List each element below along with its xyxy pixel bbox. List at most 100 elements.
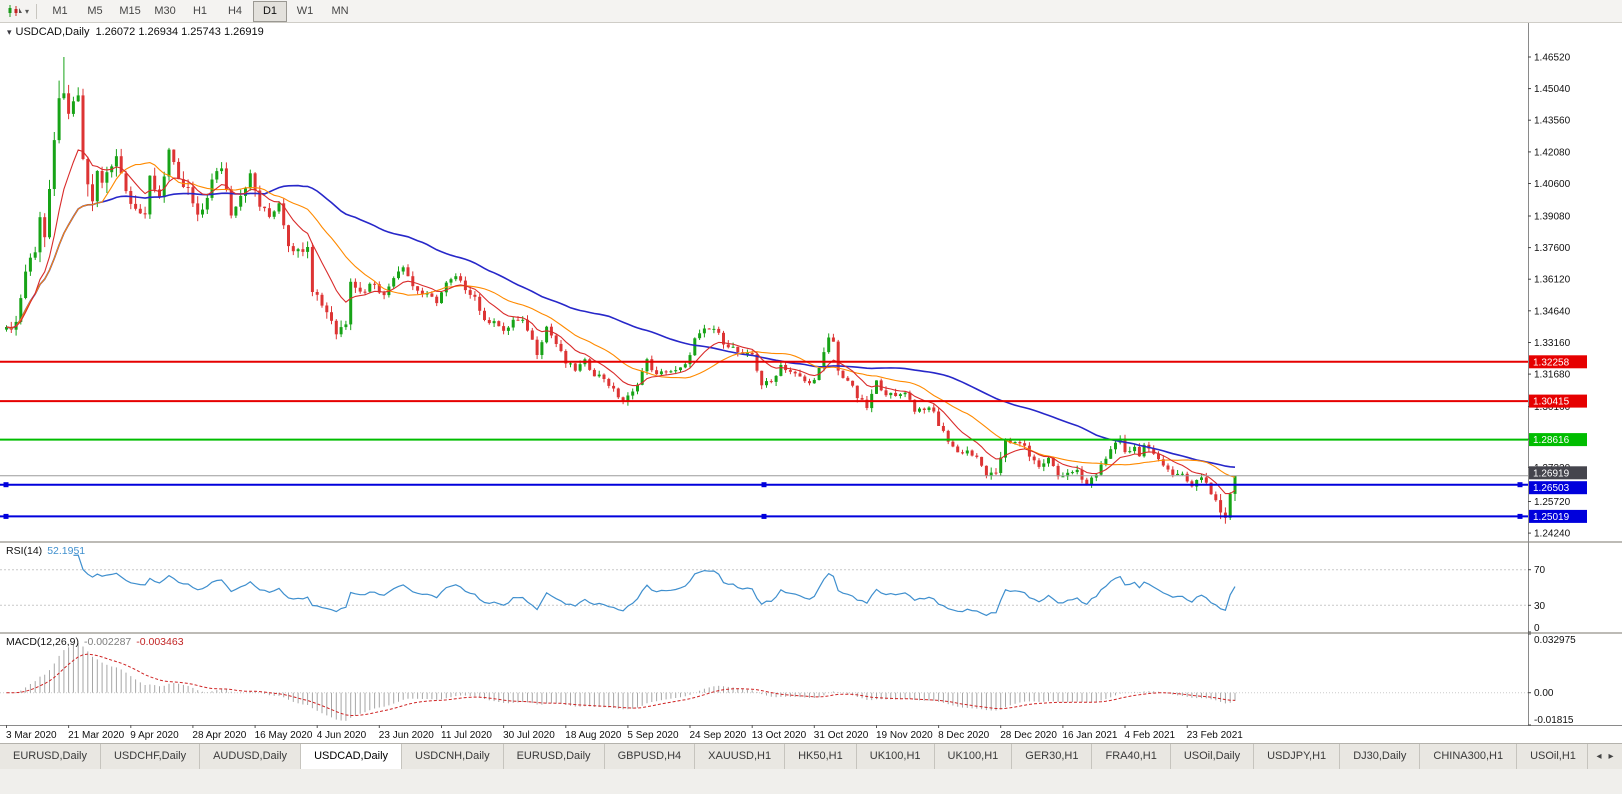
chart-canvas[interactable]: 1.46520 1.45040 1.43560 1.42080 1.40600 1.390… bbox=[0, 23, 1622, 743]
chart-tab-eurusd-daily[interactable]: EURUSD,Daily bbox=[0, 744, 101, 769]
chart-tab-dj30-daily[interactable]: DJ30,Daily bbox=[1340, 744, 1421, 769]
rsi-indicator-label: RSI(14) 52.1951 bbox=[6, 545, 85, 557]
candlestick-series bbox=[5, 57, 1237, 524]
chart-tab-usdjpy-h1[interactable]: USDJPY,H1 bbox=[1254, 744, 1341, 769]
timeframe-button-h4[interactable]: H4 bbox=[227, 4, 243, 17]
date-axis-label: 23 Jun 2020 bbox=[379, 730, 434, 741]
price-level-tag bbox=[1529, 355, 1587, 369]
date-axis-label: 4 Jun 2020 bbox=[317, 730, 367, 741]
date-axis-label: 5 Sep 2020 bbox=[627, 730, 679, 741]
tabs-scroll-left-button[interactable]: ◂ bbox=[1596, 751, 1602, 762]
line-drag-handle[interactable] bbox=[3, 482, 9, 488]
line-drag-handle[interactable] bbox=[3, 513, 9, 519]
price-axis-label: 1.40600 bbox=[1534, 179, 1571, 190]
line-drag-handle[interactable] bbox=[1517, 513, 1523, 519]
chart-tab-fra40-h1[interactable]: FRA40,H1 bbox=[1092, 744, 1171, 769]
chart-area: 1.46520 1.45040 1.43560 1.42080 1.40600 1.390… bbox=[0, 23, 1622, 743]
chart-ohlc-values: 1.26072 1.26934 1.25743 1.26919 bbox=[95, 26, 264, 38]
date-axis-label: 8 Dec 2020 bbox=[938, 730, 990, 741]
timeframe-button-m5[interactable]: M5 bbox=[87, 4, 103, 17]
chart-tab-audusd-daily[interactable]: AUDUSD,Daily bbox=[200, 744, 302, 769]
line-drag-handle[interactable] bbox=[761, 513, 767, 519]
macd-indicator-label: MACD(12,26,9) -0.002287 -0.003463 bbox=[6, 636, 184, 648]
price-level-tag-text: 1.26503 bbox=[1533, 483, 1570, 494]
price-axis-label: 1.31680 bbox=[1534, 370, 1571, 381]
macd-axis-label: 0.00 bbox=[1534, 688, 1554, 699]
price-axis-label: 1.46520 bbox=[1534, 53, 1571, 64]
price-axis-label: 1.36120 bbox=[1534, 275, 1571, 286]
price-axis-label: 1.42080 bbox=[1534, 147, 1571, 158]
timeframe-buttons-group: M1 M5 M15 M30 H1 H4 D1 W1 MN bbox=[43, 0, 358, 22]
price-axis-label: 1.37600 bbox=[1534, 243, 1571, 254]
date-axis-label: 13 Oct 2020 bbox=[752, 730, 807, 741]
date-axis-label: 28 Dec 2020 bbox=[1000, 730, 1057, 741]
tab-scroll-controls: ◂ ▸ bbox=[1587, 744, 1622, 769]
chart-tab-xauusd-h1[interactable]: XAUUSD,H1 bbox=[695, 744, 786, 769]
price-axis-label: 1.45040 bbox=[1534, 84, 1571, 95]
chart-tab-eurusd-daily[interactable]: EURUSD,Daily bbox=[503, 744, 605, 769]
date-axis-label: 16 May 2020 bbox=[255, 730, 313, 741]
chart-tab-gbpusd-h4[interactable]: GBPUSD,H4 bbox=[604, 744, 696, 769]
price-level-tag bbox=[1529, 481, 1587, 495]
candlestick-chart-icon bbox=[8, 5, 22, 17]
moving-average-10 bbox=[6, 149, 1236, 495]
rsi-axis-label: 30 bbox=[1534, 601, 1546, 612]
price-level-tag-text: 1.26919 bbox=[1533, 468, 1570, 479]
chart-tab-usoil-h1[interactable]: USOil,H1 bbox=[1517, 744, 1587, 769]
timeframe-button-h1[interactable]: H1 bbox=[192, 4, 208, 17]
date-axis-label: 19 Nov 2020 bbox=[876, 730, 933, 741]
panel-divider[interactable] bbox=[0, 632, 1622, 634]
price-level-tag bbox=[1529, 509, 1587, 523]
one-click-trading-arrow-icon[interactable]: ▾ bbox=[7, 27, 12, 37]
timeframe-button-m1[interactable]: M1 bbox=[52, 4, 68, 17]
panel-divider[interactable] bbox=[0, 541, 1622, 543]
macd-histogram bbox=[10, 643, 1236, 721]
date-axis-label: 4 Feb 2021 bbox=[1125, 730, 1176, 741]
price-level-tag bbox=[1529, 466, 1587, 480]
price-level-tag-text: 1.28616 bbox=[1533, 435, 1570, 446]
timeframe-button-m15[interactable]: M15 bbox=[119, 4, 141, 17]
date-axis-label: 21 Mar 2020 bbox=[68, 730, 125, 741]
macd-main-value: -0.002287 bbox=[83, 636, 132, 648]
date-axis-label: 23 Feb 2021 bbox=[1187, 730, 1244, 741]
date-axis-label: 16 Jan 2021 bbox=[1062, 730, 1117, 741]
price-axis-label: 1.33160 bbox=[1534, 338, 1571, 349]
chart-tab-uk100-h1[interactable]: UK100,H1 bbox=[934, 744, 1013, 769]
chart-tabs: EURUSD,Daily USDCHF,Daily AUDUSD,Daily USDC… bbox=[0, 744, 1587, 769]
macd-axis-label: -0.01815 bbox=[1534, 715, 1574, 726]
rsi-line bbox=[73, 554, 1236, 617]
price-level-tag bbox=[1529, 394, 1587, 408]
charts-toolbar-button[interactable]: ▾ bbox=[4, 3, 32, 19]
date-axis-label: 9 Apr 2020 bbox=[130, 730, 179, 741]
date-axis-label: 11 Jul 2020 bbox=[441, 730, 492, 741]
chart-tab-bar: EURUSD,Daily USDCHF,Daily AUDUSD,Daily USDC… bbox=[0, 743, 1622, 769]
chart-tab-usdchf-daily[interactable]: USDCHF,Daily bbox=[100, 744, 201, 769]
chart-tab-uk100-h1[interactable]: UK100,H1 bbox=[856, 744, 935, 769]
price-level-tag-text: 1.25019 bbox=[1533, 512, 1570, 523]
price-axis-label: 1.24240 bbox=[1534, 529, 1571, 540]
chart-tab-china300-h1[interactable]: CHINA300,H1 bbox=[1420, 744, 1518, 769]
rsi-axis-label: 0 bbox=[1534, 623, 1540, 634]
line-drag-handle[interactable] bbox=[761, 482, 767, 488]
chart-tab-hk50-h1[interactable]: HK50,H1 bbox=[785, 744, 857, 769]
line-drag-handle[interactable] bbox=[1517, 482, 1523, 488]
chart-title: ▾ USDCAD,Daily 1.26072 1.26934 1.25743 1.2… bbox=[7, 26, 264, 38]
rsi-axis-label: 70 bbox=[1534, 565, 1546, 576]
timeframe-button-d1[interactable]: D1 bbox=[253, 0, 288, 22]
timeframe-button-m30[interactable]: M30 bbox=[154, 4, 176, 17]
chart-tab-usdcad-daily[interactable]: USDCAD,Daily bbox=[301, 744, 403, 769]
chart-tab-usoil-daily[interactable]: USOil,Daily bbox=[1170, 744, 1255, 769]
chart-symbol-period-label: USDCAD,Daily bbox=[15, 26, 90, 38]
date-axis-label: 31 Oct 2020 bbox=[814, 730, 869, 741]
date-axis-label: 24 Sep 2020 bbox=[690, 730, 747, 741]
timeframe-button-mn[interactable]: MN bbox=[331, 4, 349, 17]
macd-signal-line bbox=[6, 653, 1236, 716]
timeframe-button-w1[interactable]: W1 bbox=[296, 4, 314, 17]
macd-signal-value: -0.003463 bbox=[136, 636, 184, 648]
date-axis-label: 28 Apr 2020 bbox=[192, 730, 246, 741]
dropdown-caret-icon: ▾ bbox=[25, 6, 30, 16]
chart-tab-usdcnh-daily[interactable]: USDCNH,Daily bbox=[402, 744, 504, 769]
rsi-value: 52.1951 bbox=[47, 545, 86, 557]
chart-tab-ger30-h1[interactable]: GER30,H1 bbox=[1012, 744, 1093, 769]
tabs-scroll-right-button[interactable]: ▸ bbox=[1608, 751, 1614, 762]
